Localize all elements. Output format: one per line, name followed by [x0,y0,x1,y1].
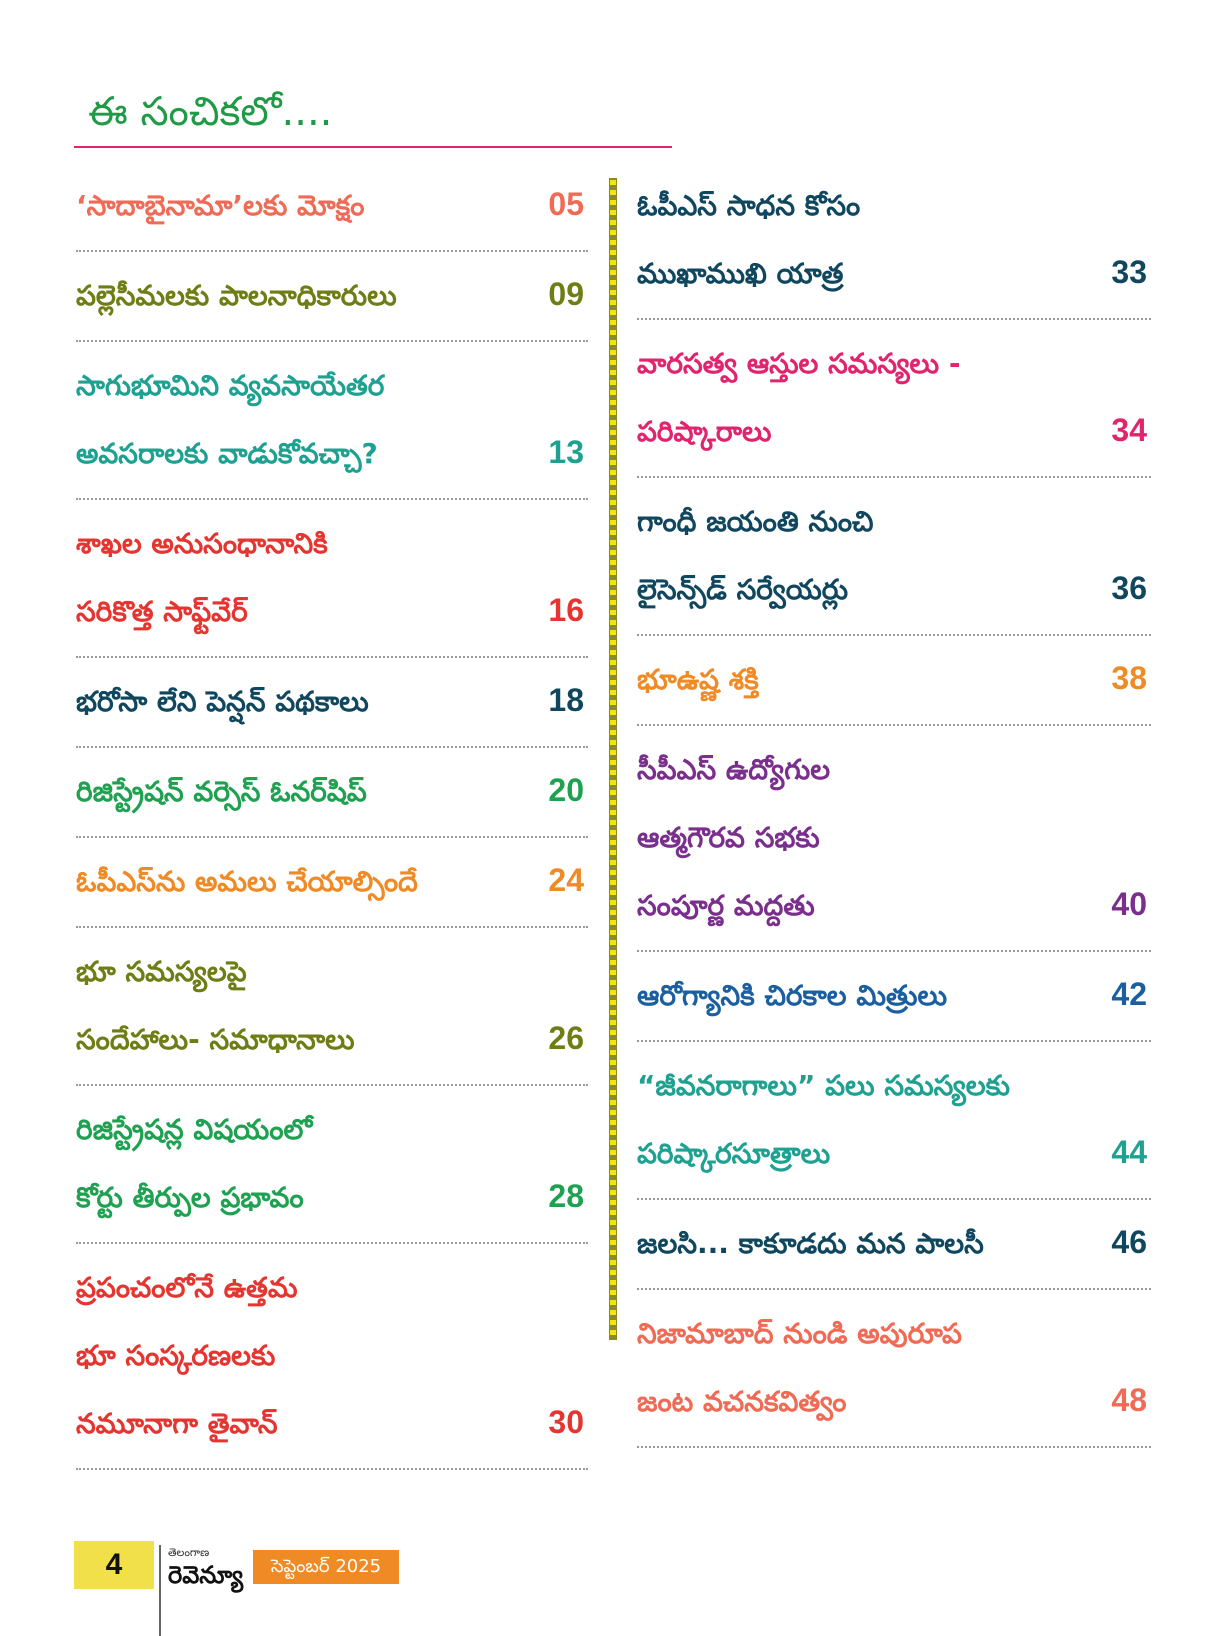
toc-entry-title-line: పల్లెసీమలకు పాలనాధికారులు [76,279,397,312]
toc-entry-page-number: 48 [1111,1382,1147,1418]
toc-entry-title-line: ప్రపంచంలోనే ఉత్తమ [76,1271,298,1304]
magazine-logo-title: రెవెన్యూ [168,1561,244,1589]
toc-entry[interactable]: భరోసా లేని పెన్షన్ పథకాలు 18 [76,658,588,748]
toc-entry-page-number: 20 [548,772,584,808]
toc-entry-page-number: 36 [1111,570,1147,606]
toc-entry-title-line: భూఉష్ణ శక్తి [637,663,759,696]
toc-entry-page-number: 44 [1111,1134,1147,1170]
toc-entry[interactable]: “జీవనరాగాలు” పలు సమస్యలకు పరిష్కారసూత్రాల… [637,1042,1151,1200]
toc-left-column: ‘సాదాబైనామా’లకు మోక్షం 05 పల్లెసీమలకు పాలన… [76,162,588,1470]
toc-entry[interactable]: సీపీఎస్ ఉద్యోగుల ఆత్మగౌరవ సభకు సంపూర్ణ మద్… [637,726,1151,952]
toc-entry[interactable]: సాగుభూమిని వ్యవసాయేతర అవసరాలకు వాడుకోవచ్చ… [76,342,588,500]
toc-entry[interactable]: రిజిస్ట్రేషన్ల విషయంలో కోర్టు తీర్పుల ప్ర… [76,1086,588,1244]
toc-entry-title-line: నిజామాబాద్ నుండి అపురూప [637,1317,962,1350]
toc-entry[interactable]: పల్లెసీమలకు పాలనాధికారులు 09 [76,252,588,342]
toc-entry-title-line: ఆరోగ్యానికి చిరకాల మిత్రులు [637,979,948,1012]
footer-page-number: 4 [74,1541,154,1589]
toc-entry-title-line: ఆత్మగౌరవ సభకు [637,821,820,854]
toc-entry-page-number: 40 [1111,886,1147,922]
toc-entry-page-number: 05 [548,186,584,222]
toc-entry-title-line: పరిష్కారసూత్రాలు [637,1137,831,1170]
toc-entry-title-line: జలసి... కాకూడదు మన పాలసీ [637,1227,984,1260]
toc-entry-title-line: రిజిస్ట్రేషన్ల విషయంలో [76,1113,313,1146]
toc-entry-title-line: కోర్టు తీర్పుల ప్రభావం [76,1181,304,1214]
toc-entry-title-line: భూ సంస్కరణలకు [76,1339,276,1372]
toc-entry[interactable]: నిజామాబాద్ నుండి అపురూప జంట వచనకవిత్వం 48 [637,1290,1151,1448]
toc-entry[interactable]: భూఉష్ణ శక్తి 38 [637,636,1151,726]
toc-entry-title-line: లైసెన్స్‌డ్ సర్వేయర్లు [637,573,849,606]
toc-entry-title-line: ఓపీఎస్‌ను అమలు చేయాల్సిందే [76,865,418,898]
toc-entry[interactable]: ఓపీఎస్ సాధన కోసం ముఖాముఖి యాత్ర 33 [637,162,1151,320]
toc-entry-title-line: జంట వచనకవిత్వం [637,1385,847,1418]
toc-entry-page-number: 38 [1111,660,1147,696]
magazine-logo-small: తెలంగాణ [168,1546,210,1559]
toc-entry-title-line: శాఖల అనుసంధానానికి [76,527,328,560]
toc-entry[interactable]: ఆరోగ్యానికి చిరకాల మిత్రులు 42 [637,952,1151,1042]
toc-right-column: ఓపీఎస్ సాధన కోసం ముఖాముఖి యాత్ర 33 వారసత్వ … [637,162,1151,1448]
toc-entry-page-number: 30 [548,1404,584,1440]
heading-underline [74,146,672,148]
toc-entry[interactable]: రిజిస్ట్రేషన్ వర్సెస్ ఓనర్‌షిప్ 20 [76,748,588,838]
toc-entry-title-line: అవసరాలకు వాడుకోవచ్చా? [76,437,378,470]
toc-entry-title-line: పరిష్కారాలు [637,415,772,448]
toc-entry-title-line: “జీవనరాగాలు” పలు సమస్యలకు [637,1069,1010,1102]
toc-entry-title-line: భరోసా లేని పెన్షన్ పథకాలు [76,685,369,718]
magazine-logo: తెలంగాణ రెవెన్యూ [168,1546,243,1590]
toc-entry-title-line: భూ సమస్యలపై [76,955,247,988]
toc-entry-title-line: రిజిస్ట్రేషన్ వర్సెస్ ఓనర్‌షిప్ [76,775,367,808]
toc-entry-title-line: వారసత్వ ఆస్తుల సమస్యలు - [637,347,961,380]
toc-entry-title-line: ముఖాముఖి యాత్ర [637,257,844,290]
toc-entry-page-number: 28 [548,1178,584,1214]
column-divider-dots [610,180,616,1338]
toc-entry-title-line: సీపీఎస్ ఉద్యోగుల [637,753,831,786]
toc-entry[interactable]: జలసి... కాకూడదు మన పాలసీ 46 [637,1200,1151,1290]
toc-entry-title-line: సరికొత్త సాఫ్ట్‌వేర్ [76,595,248,628]
toc-entry-page-number: 46 [1111,1224,1147,1260]
toc-entry-page-number: 26 [548,1020,584,1056]
toc-entry-title-line: నమూనాగా తైవాన్ [76,1407,278,1440]
toc-entry-page-number: 42 [1111,976,1147,1012]
toc-entry[interactable]: శాఖల అనుసంధానానికి సరికొత్త సాఫ్ట్‌వేర్ 16 [76,500,588,658]
toc-entry-title-line: గాంధీ జయంతి నుంచి [637,505,874,538]
toc-entry[interactable]: ఓపీఎస్‌ను అమలు చేయాల్సిందే 24 [76,838,588,928]
toc-entry[interactable]: వారసత్వ ఆస్తుల సమస్యలు - పరిష్కారాలు 34 [637,320,1151,478]
toc-entry-page-number: 13 [548,434,584,470]
toc-entry[interactable]: ప్రపంచంలోనే ఉత్తమ భూ సంస్కరణలకు నమూనాగా తై… [76,1244,588,1470]
toc-entry-page-number: 16 [548,592,584,628]
toc-entry-page-number: 24 [548,862,584,898]
toc-entry-page-number: 18 [548,682,584,718]
toc-entry[interactable]: భూ సమస్యలపై సందేహాలు- సమాధానాలు 26 [76,928,588,1086]
toc-entry-title-line: సందేహాలు- సమాధానాలు [76,1023,355,1056]
footer-divider [159,1545,161,1636]
toc-entry-title-line: ‘సాదాబైనామా’లకు మోక్షం [76,189,365,222]
toc-entry[interactable]: ‘సాదాబైనామా’లకు మోక్షం 05 [76,162,588,252]
toc-entry-title-line: సంపూర్ణ మద్దతు [637,889,815,922]
issue-date-badge: సెప్టెంబర్ 2025 [253,1550,399,1584]
toc-entry-page-number: 34 [1111,412,1147,448]
toc-entry-title-line: ఓపీఎస్ సాధన కోసం [637,189,861,222]
toc-entry-page-number: 09 [548,276,584,312]
toc-entry-title-line: సాగుభూమిని వ్యవసాయేతర [76,369,385,402]
toc-heading: ఈ సంచికలో.... [88,89,333,135]
toc-entry-page-number: 33 [1111,254,1147,290]
toc-entry[interactable]: గాంధీ జయంతి నుంచి లైసెన్స్‌డ్ సర్వేయర్లు 3… [637,478,1151,636]
